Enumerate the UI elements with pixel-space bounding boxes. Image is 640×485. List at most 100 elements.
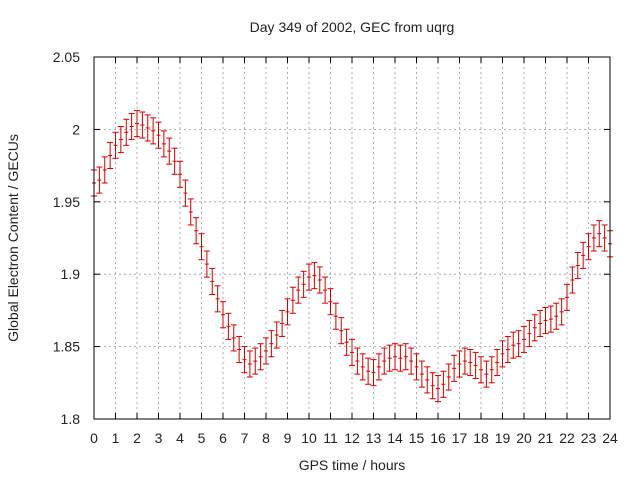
data-point bbox=[515, 330, 522, 358]
data-point bbox=[96, 166, 103, 194]
data-point bbox=[306, 263, 312, 291]
data-point bbox=[510, 331, 517, 359]
x-tick-label: 23 bbox=[581, 430, 597, 446]
y-tick-label: 1.95 bbox=[53, 194, 80, 210]
x-tick-label: 17 bbox=[452, 430, 468, 446]
data-point bbox=[483, 360, 490, 388]
x-tick-label: 4 bbox=[176, 430, 184, 446]
x-tick-label: 16 bbox=[430, 430, 446, 446]
x-axis-label: GPS time / hours bbox=[299, 457, 406, 473]
data-point bbox=[558, 298, 565, 326]
x-tick-label: 20 bbox=[516, 430, 532, 446]
y-axis-label: Global Electron Content / GECUs bbox=[5, 134, 21, 342]
data-point bbox=[311, 262, 318, 290]
data-point bbox=[139, 111, 146, 139]
data-point bbox=[182, 179, 189, 207]
x-tick-label: 15 bbox=[409, 430, 425, 446]
y-tick-label: 1.9 bbox=[61, 266, 81, 282]
data-point bbox=[332, 302, 339, 330]
data-point bbox=[531, 314, 538, 342]
data-point bbox=[547, 305, 554, 333]
x-tick-label: 10 bbox=[301, 430, 317, 446]
data-point bbox=[601, 224, 608, 252]
data-point bbox=[246, 350, 253, 378]
y-tick-label: 2 bbox=[72, 121, 80, 137]
data-point bbox=[461, 347, 468, 375]
data-point bbox=[160, 130, 167, 158]
data-point bbox=[375, 353, 382, 381]
y-tick-label: 1.8 bbox=[61, 411, 81, 427]
data-point bbox=[193, 217, 200, 245]
data-point bbox=[101, 156, 108, 184]
data-point bbox=[338, 317, 345, 345]
data-point bbox=[166, 137, 173, 165]
data-point bbox=[585, 233, 592, 261]
data-point bbox=[257, 343, 264, 371]
x-tick-label: 3 bbox=[155, 430, 163, 446]
data-point bbox=[295, 276, 302, 304]
data-point bbox=[494, 348, 501, 377]
data-point bbox=[349, 338, 355, 366]
data-point bbox=[230, 324, 237, 352]
x-tick-label: 21 bbox=[538, 430, 554, 446]
data-point bbox=[451, 354, 458, 382]
data-point bbox=[392, 343, 398, 371]
data-point bbox=[134, 110, 140, 138]
data-point bbox=[155, 121, 162, 149]
x-tick-label: 11 bbox=[323, 430, 338, 446]
data-point bbox=[435, 375, 441, 403]
data-point bbox=[418, 360, 425, 388]
data-point bbox=[209, 267, 216, 295]
x-tick-label: 13 bbox=[366, 430, 382, 446]
data-point bbox=[521, 325, 527, 353]
data-point bbox=[316, 266, 323, 294]
data-point bbox=[284, 298, 291, 326]
data-point bbox=[128, 112, 135, 141]
data-point bbox=[354, 347, 361, 375]
data-point bbox=[365, 357, 372, 385]
data-point bbox=[220, 301, 226, 329]
data-point bbox=[177, 160, 183, 188]
x-tick-label: 6 bbox=[219, 430, 227, 446]
data-point bbox=[198, 233, 205, 261]
data-point bbox=[187, 198, 194, 226]
data-point bbox=[580, 241, 587, 269]
data-point bbox=[569, 266, 576, 294]
y-tick-label: 2.05 bbox=[53, 49, 80, 65]
data-point bbox=[214, 285, 221, 313]
x-tick-label: 12 bbox=[344, 430, 360, 446]
data-point bbox=[478, 356, 484, 384]
data-point bbox=[386, 344, 393, 372]
data-point bbox=[225, 312, 232, 340]
data-point bbox=[112, 131, 119, 159]
data-point bbox=[564, 283, 570, 311]
x-tick-label: 24 bbox=[602, 430, 618, 446]
error-bars bbox=[91, 110, 613, 403]
data-point bbox=[596, 220, 603, 248]
data-point bbox=[499, 340, 506, 368]
data-point bbox=[150, 117, 157, 145]
data-point bbox=[107, 141, 114, 169]
x-tick-label: 1 bbox=[112, 430, 120, 446]
data-point bbox=[429, 372, 436, 400]
x-tick-label: 2 bbox=[133, 430, 141, 446]
x-tick-label: 7 bbox=[241, 430, 249, 446]
x-tick-label: 22 bbox=[559, 430, 575, 446]
data-point bbox=[273, 321, 280, 349]
data-point bbox=[397, 344, 404, 372]
data-point bbox=[488, 356, 495, 384]
chart-title: Day 349 of 2002, GEC from uqrg bbox=[250, 19, 455, 35]
data-point bbox=[171, 147, 178, 175]
data-point bbox=[472, 351, 479, 379]
axis-ticks: 0 1 2 3 4 5 6 7 8 9 10 11 12 13 14 15 16 17 18 19 20 21 22 23 24… bbox=[53, 49, 618, 446]
data-point bbox=[117, 126, 124, 154]
data-point bbox=[123, 118, 130, 146]
data-point bbox=[574, 251, 581, 280]
data-point bbox=[289, 286, 296, 314]
data-point bbox=[252, 347, 259, 375]
x-tick-label: 18 bbox=[473, 430, 489, 446]
data-point bbox=[467, 348, 474, 377]
data-point bbox=[542, 307, 549, 335]
data-point bbox=[327, 288, 334, 316]
